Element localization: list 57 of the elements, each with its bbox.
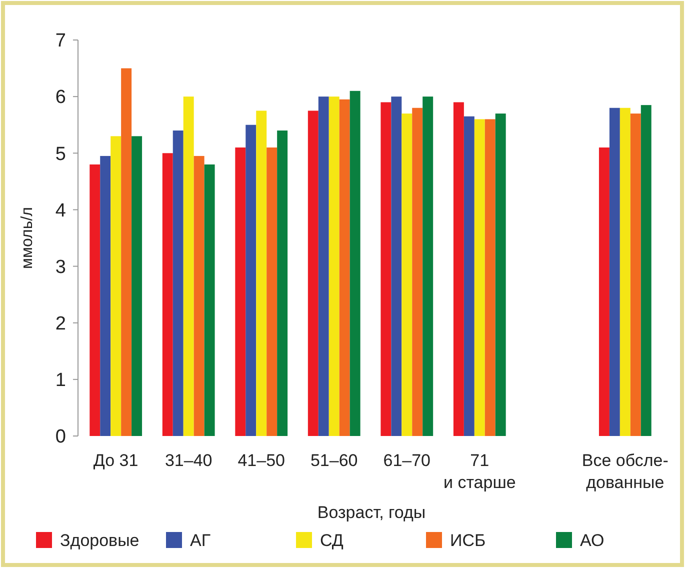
y-tick-label: 2 [55,314,66,335]
y-tick-label: 4 [55,200,66,222]
y-axis-title: ммоль/л [19,207,36,269]
bar [391,96,402,436]
y-tick-label: 6 [55,87,66,108]
bar [484,119,496,436]
bar [422,96,434,436]
bar [172,130,184,436]
y-tick-label: 7 [55,30,66,52]
bar [453,102,464,436]
bar [90,164,100,436]
x-tick-label: До 31 [93,451,138,470]
y-tick-label: 1 [55,370,66,392]
legend-label: АО [580,530,604,550]
bar [121,68,132,436]
legend-label: ИСБ [450,530,486,550]
bar [110,136,122,436]
bar [246,124,256,436]
bar [100,156,111,436]
bar [609,108,620,436]
bar [402,114,412,436]
x-tick-label: 51–60 [310,451,358,470]
legend-label: Здоровые [60,530,140,550]
legend-label: СД [320,530,344,550]
bar [318,96,329,436]
bar [464,116,474,436]
bar [266,147,278,436]
bar [620,108,630,436]
bar [412,108,423,436]
bar [183,96,194,436]
y-tick-label: 3 [55,256,66,278]
y-tick-label: 0 [55,426,66,448]
bar [132,136,142,436]
bar [630,114,641,436]
y-tick-label: 5 [55,144,66,165]
bar [328,96,340,436]
bar [495,114,506,436]
x-tick-label: 31–40 [164,451,212,470]
bar [256,110,267,436]
x-tick-label: 61–70 [383,451,431,470]
x-tick-label: 71 и старше [443,451,516,492]
bar [308,110,318,436]
x-tick-label: Все обсле- дованные [582,451,668,492]
bar [277,130,288,436]
bar [204,164,215,436]
x-axis-title: Возраст, годы [317,503,426,522]
bar [162,153,173,436]
bar [598,147,610,436]
bar [339,99,350,436]
bar [474,119,485,436]
x-tick-label: 41–50 [238,451,285,470]
bar [194,156,204,436]
bar [350,90,360,436]
bar [380,102,392,436]
legend-label: АГ [190,530,211,550]
bar [235,147,246,436]
bar [640,105,652,436]
